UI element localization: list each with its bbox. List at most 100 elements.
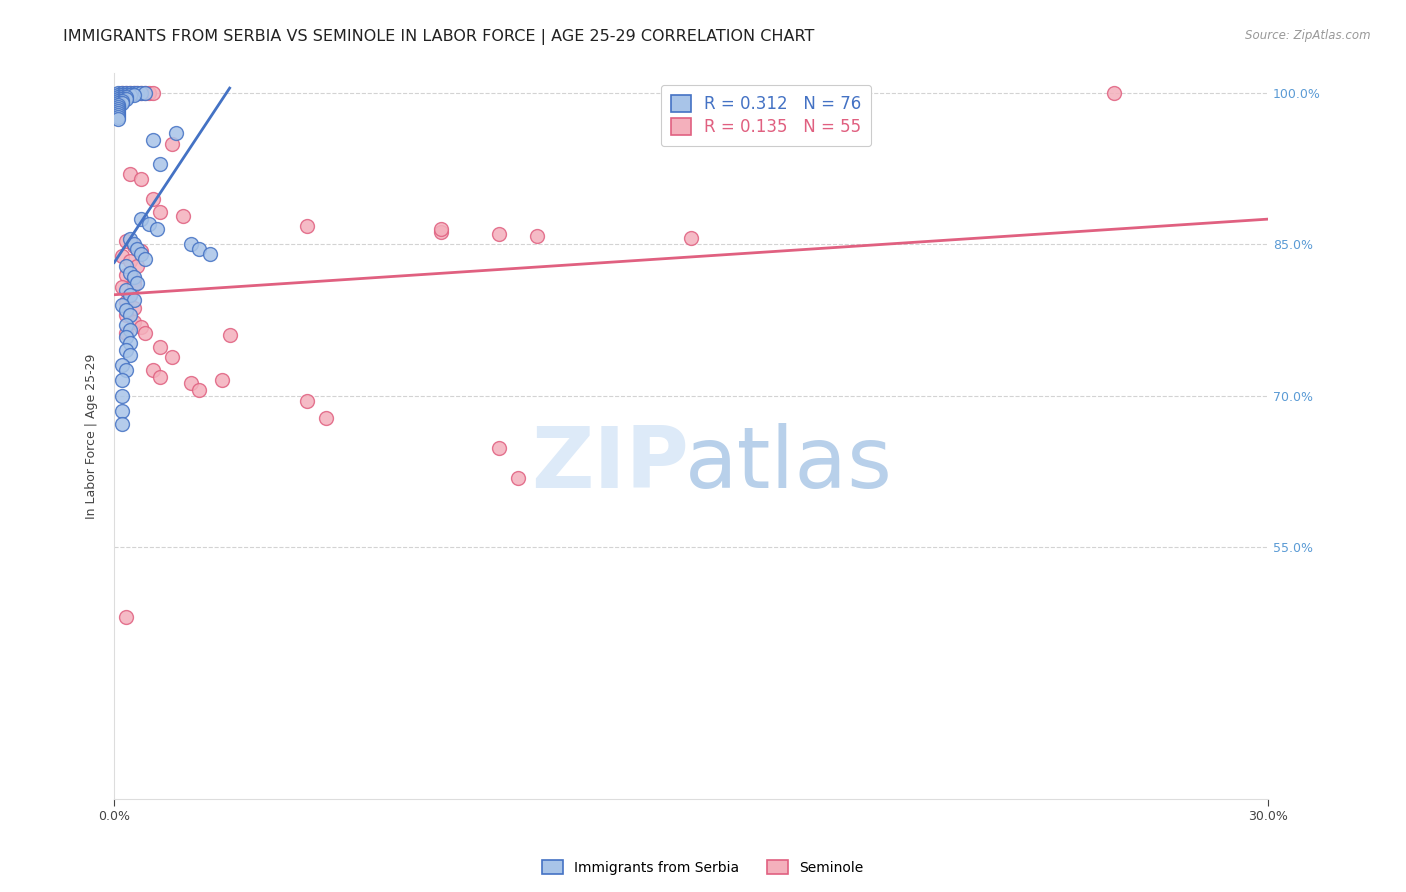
Point: [129, 244, 152, 259]
Point: [149, 157, 172, 171]
Point: [107, 100, 129, 114]
Point: [107, 102, 129, 116]
Point: [149, 370, 172, 384]
Point: [118, 254, 141, 268]
Point: [122, 315, 145, 329]
Point: [114, 318, 136, 332]
Point: [114, 90, 136, 104]
Point: [114, 294, 136, 309]
Point: [111, 417, 134, 431]
Point: [134, 326, 156, 340]
Point: [149, 340, 172, 354]
Point: [107, 106, 129, 120]
Point: [114, 330, 136, 344]
Legend: R = 0.312   N = 76, R = 0.135   N = 55: R = 0.312 N = 76, R = 0.135 N = 55: [661, 85, 872, 146]
Point: [114, 343, 136, 358]
Point: [114, 363, 136, 377]
Point: [118, 86, 141, 100]
Point: [129, 247, 152, 261]
Point: [129, 86, 152, 100]
Point: [122, 88, 145, 103]
Point: [111, 86, 134, 100]
Point: [118, 323, 141, 337]
Point: [122, 269, 145, 284]
Point: [118, 336, 141, 351]
Point: [111, 279, 134, 293]
Point: [122, 272, 145, 286]
Point: [111, 403, 134, 417]
Point: [107, 88, 129, 103]
Point: [114, 268, 136, 282]
Point: [111, 94, 134, 108]
Point: [111, 86, 134, 100]
Point: [107, 92, 129, 106]
Point: [295, 393, 318, 408]
Point: [114, 283, 136, 297]
Point: [114, 302, 136, 317]
Point: [111, 92, 134, 106]
Point: [506, 471, 529, 485]
Point: [134, 86, 156, 100]
Point: [107, 98, 129, 112]
Point: [160, 350, 183, 364]
Point: [315, 410, 337, 425]
Point: [180, 237, 202, 252]
Point: [138, 217, 160, 231]
Point: [111, 373, 134, 387]
Point: [160, 136, 183, 151]
Point: [118, 167, 141, 181]
Point: [681, 231, 703, 245]
Point: [114, 326, 136, 340]
Point: [107, 112, 129, 127]
Point: [142, 86, 165, 100]
Point: [187, 243, 209, 257]
Point: [122, 237, 145, 252]
Point: [488, 441, 510, 455]
Text: atlas: atlas: [685, 424, 893, 507]
Point: [142, 192, 165, 206]
Point: [134, 86, 156, 100]
Point: [114, 308, 136, 322]
Point: [114, 86, 136, 100]
Point: [173, 209, 195, 223]
Point: [122, 293, 145, 307]
Point: [114, 88, 136, 103]
Point: [129, 212, 152, 227]
Point: [114, 92, 136, 106]
Point: [118, 266, 141, 280]
Point: [488, 227, 510, 242]
Point: [295, 219, 318, 234]
Point: [187, 384, 209, 398]
Point: [114, 235, 136, 249]
Point: [122, 277, 145, 292]
Point: [122, 86, 145, 100]
Point: [114, 260, 136, 274]
Point: [114, 86, 136, 100]
Point: [114, 610, 136, 624]
Point: [211, 373, 233, 387]
Point: [107, 104, 129, 119]
Point: [149, 205, 172, 219]
Point: [127, 276, 149, 290]
Point: [111, 298, 134, 312]
Point: [1102, 86, 1125, 100]
Point: [142, 132, 165, 146]
Point: [142, 363, 165, 377]
Point: [118, 86, 141, 100]
Point: [129, 320, 152, 334]
Point: [107, 108, 129, 122]
Point: [127, 86, 149, 100]
Point: [111, 96, 134, 111]
Point: [118, 348, 141, 362]
Point: [107, 111, 129, 125]
Point: [111, 90, 134, 104]
Point: [127, 260, 149, 274]
Point: [107, 94, 129, 108]
Point: [122, 86, 145, 100]
Point: [107, 86, 129, 100]
Point: [127, 86, 149, 100]
Point: [180, 376, 202, 391]
Point: [122, 239, 145, 253]
Point: [111, 358, 134, 372]
Point: [118, 308, 141, 322]
